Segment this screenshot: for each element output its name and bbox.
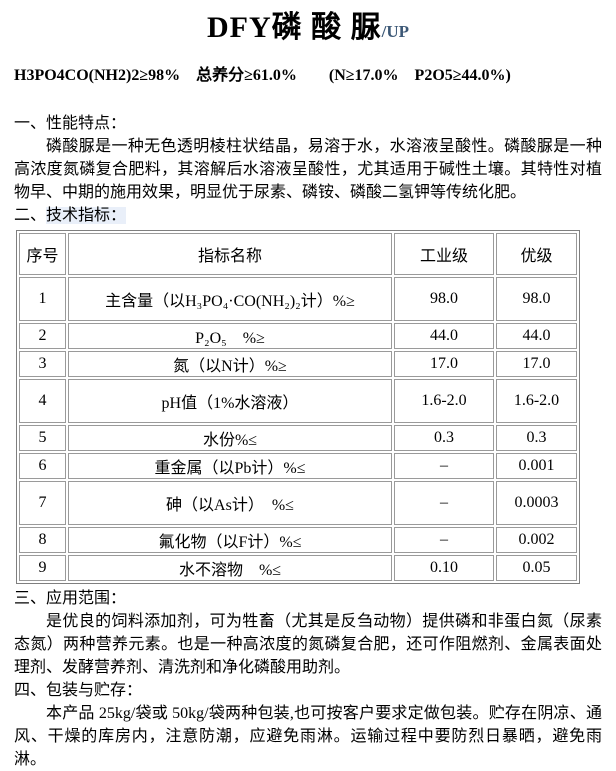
table-row: 8 氟化物（以F计）%≤ – 0.002	[19, 527, 577, 553]
cell-spec-name: 主含量（以H₃PO₄·CO(NH₂)₂计）%≥	[68, 277, 392, 321]
cell-industrial: 1.6-2.0	[394, 379, 494, 423]
cell-premium: 98.0	[496, 277, 577, 321]
table-row: 1 主含量（以H₃PO₄·CO(NH₂)₂计）%≥ 98.0 98.0	[19, 277, 577, 321]
cell-index: 5	[19, 425, 66, 451]
cell-industrial: 98.0	[394, 277, 494, 321]
table-row: 6 重金属（以Pb计）%≤ – 0.001	[19, 453, 577, 479]
cell-spec-name: 氮（以N计）%≥	[68, 351, 392, 377]
packaging-paragraph: 本产品 25kg/袋或 50kg/袋两种包装,也可按客户要求定做包装。贮存在阴凉…	[14, 705, 602, 768]
cell-premium: 0.001	[496, 453, 577, 479]
cell-index: 1	[19, 277, 66, 321]
cell-industrial: –	[394, 527, 494, 553]
cell-premium: 17.0	[496, 351, 577, 377]
cell-premium: 0.0003	[496, 481, 577, 525]
cell-index: 2	[19, 323, 66, 349]
table-row: 4 pH值（1%水溶液） 1.6-2.0 1.6-2.0	[19, 379, 577, 423]
section-heading-specs: 二、技术指标：	[14, 204, 602, 227]
section-title: 包装与贮存：	[46, 682, 143, 699]
formula-line: H3PO4CO(NH2)2≥98% 总养分≥61.0% (N≥17.0% P2O…	[14, 67, 511, 84]
spec-table: 序号 指标名称 工业级 优级 1 主含量（以H₃PO₄·CO(NH₂)₂计）%≥…	[16, 230, 580, 584]
table-row: 7 砷（以As计） %≤ – 0.0003	[19, 481, 577, 525]
table-row: 9 水不溶物 %≤ 0.10 0.05	[19, 555, 577, 581]
cell-index: 3	[19, 351, 66, 377]
cell-index: 6	[19, 453, 66, 479]
cell-spec-name: 重金属（以Pb计）%≤	[68, 453, 392, 479]
cell-index: 4	[19, 379, 66, 423]
cell-spec-name: 水份%≤	[68, 425, 392, 451]
cell-spec-name: 氟化物（以F计）%≤	[68, 527, 392, 553]
section-number: 三、	[14, 590, 47, 607]
cell-premium: 0.3	[496, 425, 577, 451]
page: { "header": { "title": "DFY磷 酸 脲", "titl…	[14, 11, 602, 768]
cell-index: 7	[19, 481, 66, 525]
table-row: 5 水份%≤ 0.3 0.3	[19, 425, 577, 451]
section-number: 四、	[14, 682, 47, 699]
cell-spec-name: 砷（以As计） %≤	[68, 481, 392, 525]
cell-industrial: –	[394, 481, 494, 525]
cell-spec-name: 水不溶物 %≤	[68, 555, 392, 581]
applications-paragraph: 是优良的饲料添加剂，可为牲畜（尤其是反刍动物）提供磷和非蛋白氮（尿素态氮）两种营…	[14, 613, 602, 676]
cell-industrial: 17.0	[394, 351, 494, 377]
cell-industrial: 0.10	[394, 555, 494, 581]
section-title-highlighted: 技术指标：	[46, 207, 127, 224]
cell-index: 8	[19, 527, 66, 553]
product-name: DFY磷 酸 脲	[206, 11, 382, 44]
section-number: 二、	[14, 207, 47, 224]
cell-spec-name: P₂O₅ %≥	[68, 323, 392, 349]
section-heading-applications: 三、应用范围：	[14, 587, 602, 610]
col-header-industrial: 工业级	[394, 233, 494, 275]
cell-premium: 0.05	[496, 555, 577, 581]
cell-index: 9	[19, 555, 66, 581]
section-number: 一、	[14, 115, 47, 132]
cell-premium: 1.6-2.0	[496, 379, 577, 423]
table-header-row: 序号 指标名称 工业级 优级	[19, 233, 577, 275]
table-row: 3 氮（以N计）%≥ 17.0 17.0	[19, 351, 577, 377]
col-header-name: 指标名称	[68, 233, 392, 275]
page-title: DFY磷 酸 脲/UP	[14, 6, 602, 54]
section-heading-features: 一、性能特点：	[14, 112, 602, 135]
cell-spec-name: pH值（1%水溶液）	[68, 379, 392, 423]
col-header-index: 序号	[19, 233, 66, 275]
cell-industrial: 0.3	[394, 425, 494, 451]
cell-premium: 44.0	[496, 323, 577, 349]
section-title: 应用范围：	[46, 590, 127, 607]
cell-industrial: 44.0	[394, 323, 494, 349]
section-title: 性能特点：	[46, 115, 127, 132]
features-paragraph: 磷酸脲是一种无色透明棱柱状结晶，易溶于水，水溶液呈酸性。磷酸脲是一种高浓度氮磷复…	[14, 138, 602, 201]
table-row: 2 P₂O₅ %≥ 44.0 44.0	[19, 323, 577, 349]
cell-industrial: –	[394, 453, 494, 479]
section-heading-packaging: 四、包装与贮存：	[14, 679, 602, 702]
product-name-suffix: /UP	[381, 22, 410, 41]
cell-premium: 0.002	[496, 527, 577, 553]
col-header-premium: 优级	[496, 233, 577, 275]
